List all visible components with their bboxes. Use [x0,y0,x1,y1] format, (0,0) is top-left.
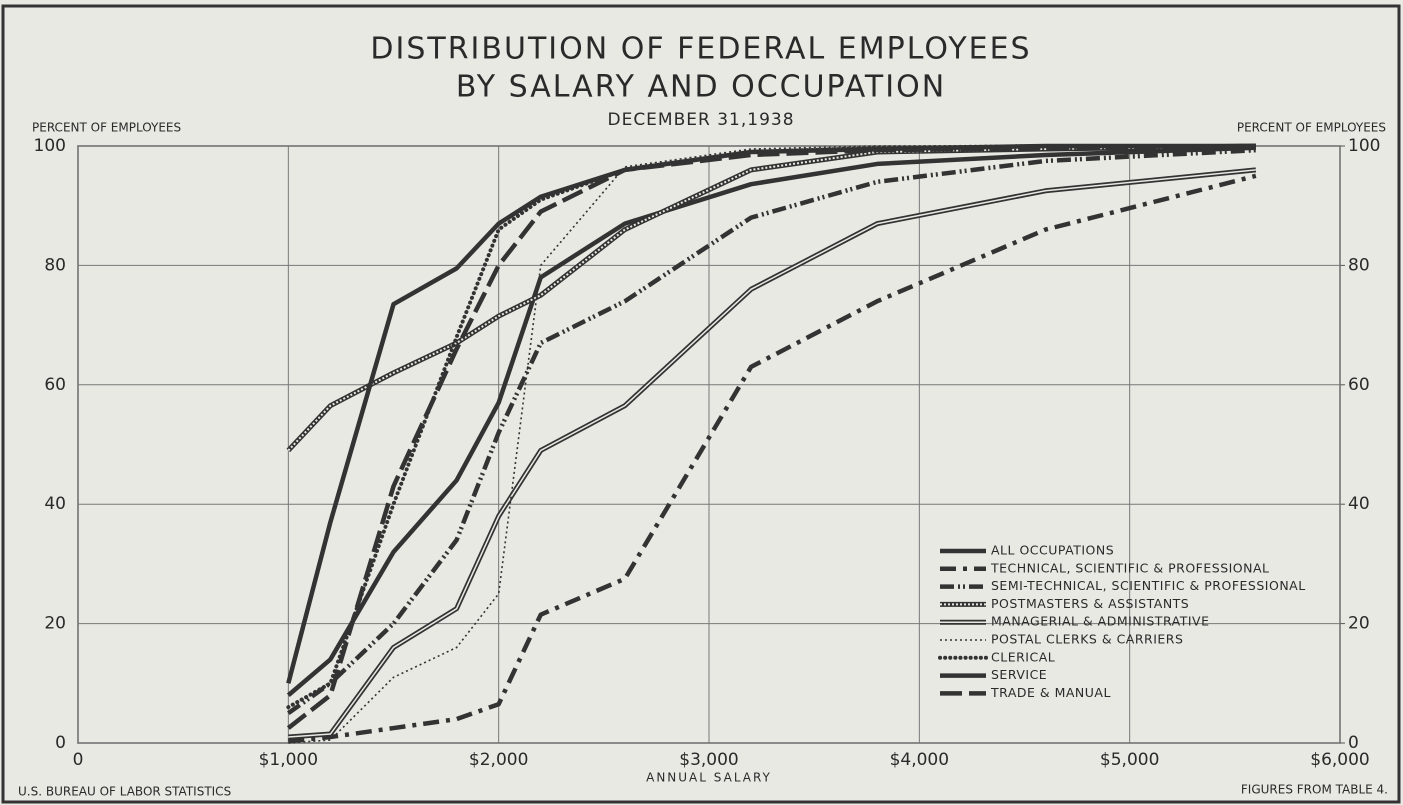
y-tick-label: 20 [44,614,66,634]
y2-tick-label: 80 [1348,255,1370,275]
legend-label: ALL OCCUPATIONS [991,543,1114,558]
y2-tick-label: 40 [1348,494,1370,514]
y-tick-label: 80 [44,255,66,275]
source: U.S. BUREAU OF LABOR STATISTICS [18,785,231,799]
chart-title: BY SALARY AND OCCUPATION [456,70,946,105]
line-inner [288,169,1256,738]
y2-tick-label: 20 [1348,614,1370,634]
y-axis-label: PERCENT OF EMPLOYEES [32,121,181,135]
x-tick-label: $1,000 [259,750,318,770]
legend-label: SERVICE [991,667,1047,682]
x-tick-label: $5,000 [1100,750,1159,770]
y2-axis-label: PERCENT OF EMPLOYEES [1237,121,1386,135]
x-axis-label: ANNUAL SALARY [646,771,772,785]
legend-label: SEMI-TECHNICAL, SCIENTIFIC & PROFESSIONA… [991,578,1306,593]
y2-tick-label: 0 [1348,733,1359,753]
x-tick-label: $2,000 [469,750,528,770]
legend-label: CLERICAL [991,649,1055,664]
chart-title: DISTRIBUTION OF FEDERAL EMPLOYEES [370,32,1031,67]
data-line [288,145,1256,744]
data-line [286,145,1256,697]
x-tick-label: $4,000 [890,750,949,770]
subtitle: DECEMBER 31,1938 [607,110,794,130]
y-tick-label: 100 [34,136,66,156]
note: FIGURES FROM TABLE 4. [1241,783,1388,797]
y-tick-label: 60 [44,375,66,395]
x-tick-label: 0 [73,750,84,770]
frame [1,4,1401,804]
x-tick-label: $3,000 [679,750,738,770]
legend-label: TECHNICAL, SCIENTIFIC & PROFESSIONAL [990,560,1270,575]
legend-label: MANAGERIAL & ADMINISTRATIVE [991,614,1209,629]
legend-label: TRADE & MANUAL [990,685,1111,700]
x-tick-label: $6,000 [1310,750,1369,770]
y-tick-label: 40 [44,494,66,514]
y2-tick-label: 60 [1348,375,1370,395]
data-line [286,143,1256,730]
y2-tick-label: 100 [1348,136,1380,156]
data-line [288,173,1257,744]
legend-label: POSTAL CLERKS & CARRIERS [991,632,1183,647]
y-tick-label: 0 [55,733,66,753]
legend-label: POSTMASTERS & ASSISTANTS [991,596,1189,611]
